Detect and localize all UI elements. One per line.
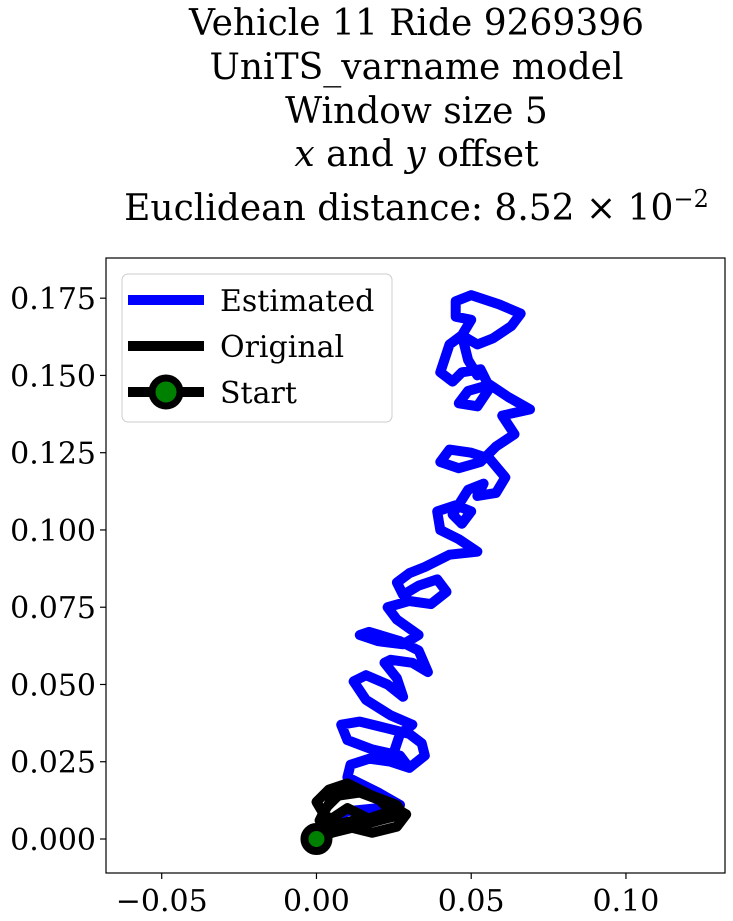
x-tick-label: 0.00 — [283, 884, 350, 919]
y-tick-label: 0.150 — [10, 359, 96, 394]
legend-label-estimated: Estimated — [220, 284, 374, 319]
title-line-5: Euclidean distance: 8.52 × 10−2 — [124, 185, 709, 229]
series-line-estimated — [311, 290, 535, 844]
title-line-3: Window size 5 — [285, 91, 548, 132]
legend: Estimated Original Start — [121, 273, 393, 423]
title-line-2: UniTS_varname model — [209, 47, 624, 88]
y-tick-label: 0.050 — [10, 668, 96, 703]
series-line-original — [311, 778, 412, 844]
y-tick-label: 0.075 — [10, 591, 96, 626]
legend-swatch-start-marker — [148, 374, 184, 410]
legend-frame — [121, 273, 393, 423]
title-line-4: x and y offset — [294, 134, 539, 175]
y-tick-label: 0.000 — [10, 823, 96, 858]
start-layer — [300, 823, 333, 856]
y-tick-label: 0.125 — [10, 437, 96, 472]
x-tick-label: 0.10 — [593, 884, 660, 919]
start-marker — [300, 823, 333, 856]
x-tick-label: 0.05 — [438, 884, 505, 919]
plot-frame — [105, 257, 726, 874]
series-layer — [311, 290, 535, 844]
y-axis: 0.000 0.025 0.050 0.075 0.100 0.125 0.150 0.175 — [10, 282, 106, 858]
legend-label-start: Start — [220, 376, 297, 411]
y-tick-label: 0.100 — [10, 514, 96, 549]
x-tick-label: −0.05 — [116, 884, 208, 919]
y-tick-label: 0.175 — [10, 282, 96, 317]
x-axis: −0.05 0.00 0.05 0.10 — [116, 873, 660, 919]
legend-label-original: Original — [220, 330, 344, 365]
title-line-1: Vehicle 11 Ride 9269396 — [188, 3, 645, 44]
y-tick-label: 0.025 — [10, 746, 96, 781]
